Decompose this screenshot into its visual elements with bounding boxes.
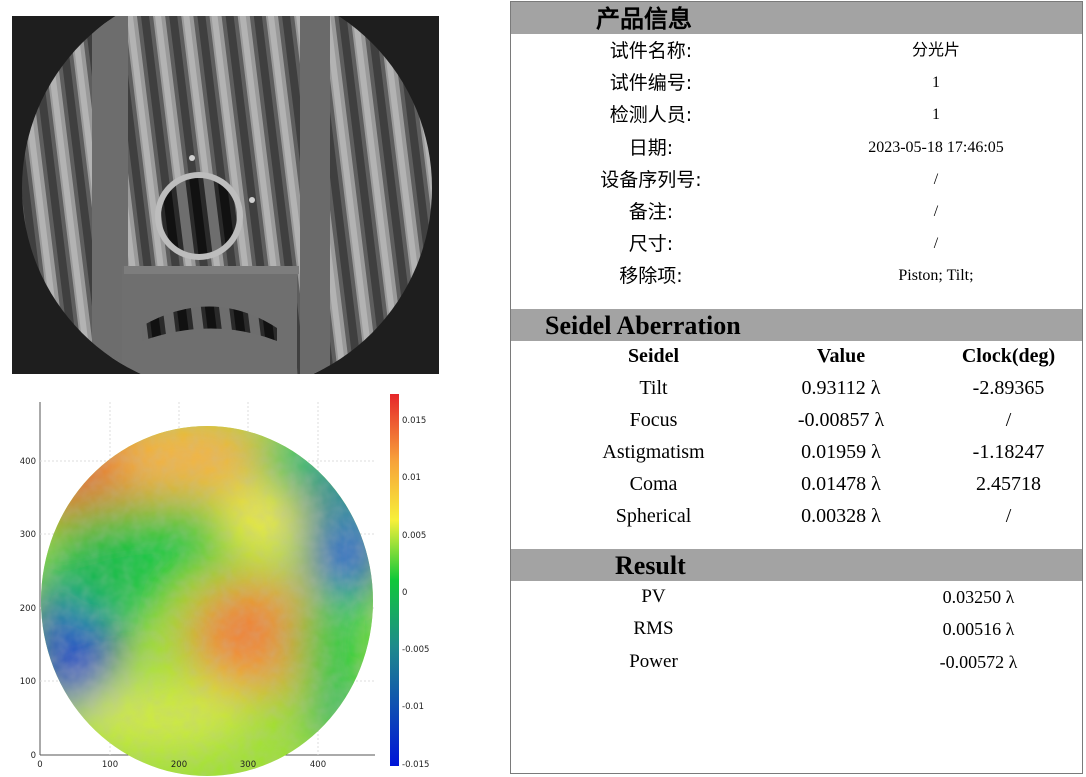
y-tick-label: 400 xyxy=(20,457,36,467)
seidel-value: 0.93112 λ xyxy=(801,377,881,399)
colorbar-tick-label: -0.015 xyxy=(402,760,429,770)
product-info-value: 1 xyxy=(932,74,940,92)
seidel-col-name: Seidel xyxy=(627,345,680,367)
colorbar xyxy=(390,394,399,766)
seidel-clock: -1.18247 xyxy=(972,441,1045,463)
colorbar-ticks: 0.015 0.01 0.005 0 -0.005 -0.01 -0.015 xyxy=(402,416,429,770)
seidel-value: 0.00328 λ xyxy=(801,505,881,527)
y-tick-label: 0 xyxy=(31,751,36,761)
colorbar-tick-label: -0.005 xyxy=(402,645,429,655)
seidel-col-value: Value xyxy=(816,345,866,367)
seidel-term: Coma xyxy=(629,473,678,495)
y-axis-ticks: 0 100 200 300 400 xyxy=(20,457,36,761)
x-tick-label: 100 xyxy=(102,760,118,770)
y-tick-label: 100 xyxy=(20,677,36,687)
product-info-row: 日期: 2023-05-18 17:46:05 xyxy=(511,132,1082,164)
product-info-row: 备注: / xyxy=(511,196,1082,228)
seidel-term: Tilt xyxy=(639,377,668,399)
colorbar-tick-label: 0.01 xyxy=(402,473,421,483)
result-title: Result xyxy=(615,551,686,580)
seidel-row: Tilt 0.93112 λ -2.89365 xyxy=(511,372,1082,404)
interferogram-image xyxy=(12,16,439,374)
result-row: Power -0.00572 λ xyxy=(511,646,1082,678)
seidel-title: Seidel Aberration xyxy=(545,311,741,340)
result-value: -0.00572 λ xyxy=(939,651,1018,672)
seidel-clock: 2.45718 xyxy=(976,473,1041,495)
seidel-term: Focus xyxy=(629,409,678,431)
x-axis-ticks: 0 100 200 300 400 xyxy=(37,760,326,770)
product-info-key: 试件名称: xyxy=(609,40,693,62)
result-row: RMS 0.00516 λ xyxy=(511,613,1082,645)
report-panel: 产品信息 试件名称: 分光片试件编号: 1 检测人员: 1 日期: 2023-05-18 1… xyxy=(510,1,1083,774)
product-info-key: 尺寸: xyxy=(628,233,674,256)
colorbar-tick-label: 0.005 xyxy=(402,531,426,541)
product-info-key: 设备序列号: xyxy=(600,168,702,191)
product-info-key: 日期: xyxy=(628,136,674,159)
seidel-value: 0.01959 λ xyxy=(801,441,881,463)
x-tick-label: 300 xyxy=(240,760,256,770)
product-info-header: 产品信息 xyxy=(511,2,1082,34)
colorbar-tick-label: 0.015 xyxy=(402,416,426,426)
seidel-row: Astigmatism 0.01959 λ -1.18247 xyxy=(511,436,1082,468)
x-tick-label: 0 xyxy=(37,760,42,770)
product-info-value: 2023-05-18 17:46:05 xyxy=(868,138,1004,156)
product-info-row: 尺寸: / xyxy=(511,228,1082,260)
y-tick-label: 200 xyxy=(20,604,36,614)
seidel-clock: -2.89365 xyxy=(972,377,1045,399)
colorbar-tick-label: -0.01 xyxy=(402,702,424,712)
product-info-row: 设备序列号: / xyxy=(511,164,1082,196)
seidel-row: Coma 0.01478 λ 2.45718 xyxy=(511,468,1082,500)
product-info-row: 试件名称: 分光片 xyxy=(511,35,1082,67)
seidel-column-headers: Seidel Value Clock(deg) xyxy=(511,340,1082,372)
result-value: 0.03250 λ xyxy=(942,587,1015,607)
seidel-clock: / xyxy=(1005,409,1012,431)
product-info-key: 试件编号: xyxy=(609,72,693,95)
result-key: RMS xyxy=(633,618,674,640)
seidel-clock: / xyxy=(1005,505,1012,527)
x-tick-label: 200 xyxy=(171,760,187,770)
product-info-value: / xyxy=(933,170,939,188)
result-value: 0.00516 λ xyxy=(942,619,1015,640)
seidel-value: -0.00857 λ xyxy=(797,409,885,431)
product-info-row: 移除项: Piston; Tilt; xyxy=(511,260,1082,292)
result-row: PV 0.03250 λ xyxy=(511,581,1082,613)
result-header: Result xyxy=(511,549,1082,581)
product-info-value: 分光片 xyxy=(911,42,960,59)
seidel-term: Astigmatism xyxy=(602,441,705,463)
seidel-row: Focus -0.00857 λ / xyxy=(511,404,1082,436)
result-key: Power xyxy=(629,650,678,672)
product-info-value: 1 xyxy=(932,106,940,124)
product-info-key: 移除项: xyxy=(619,265,683,288)
colorbar-tick-label: 0 xyxy=(402,588,407,598)
seidel-term: Spherical xyxy=(615,505,692,527)
surface-disk xyxy=(41,426,373,776)
seidel-header: Seidel Aberration xyxy=(511,309,1082,341)
product-info-key: 备注: xyxy=(628,201,674,223)
seidel-col-clock: Clock(deg) xyxy=(961,345,1056,367)
result-key: PV xyxy=(641,586,666,607)
product-info-value: Piston; Tilt; xyxy=(898,267,974,285)
product-info-key: 检测人员: xyxy=(609,104,693,127)
seidel-row: Spherical 0.00328 λ / xyxy=(511,500,1082,532)
product-info-value: / xyxy=(933,235,939,253)
product-info-title: 产品信息 xyxy=(596,5,692,33)
seidel-value: 0.01478 λ xyxy=(801,473,881,495)
x-tick-label: 400 xyxy=(310,760,326,770)
product-info-row: 检测人员: 1 xyxy=(511,99,1082,131)
product-info-value: / xyxy=(933,203,939,220)
y-tick-label: 300 xyxy=(20,530,36,540)
product-info-row: 试件编号: 1 xyxy=(511,67,1082,99)
